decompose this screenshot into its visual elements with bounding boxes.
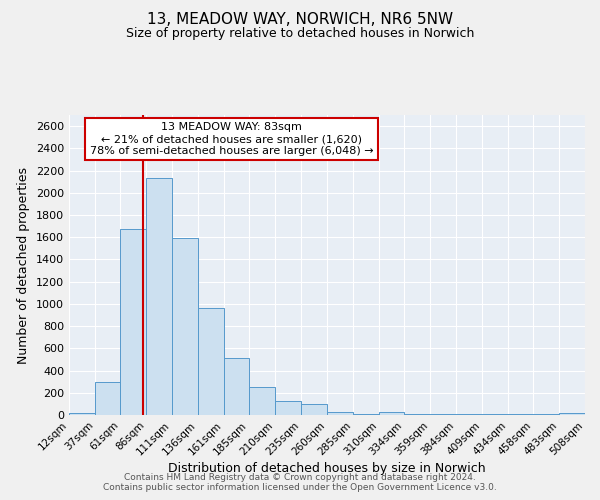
Bar — [508, 414, 533, 415]
Bar — [249, 387, 275, 415]
Text: 13, MEADOW WAY, NORWICH, NR6 5NW: 13, MEADOW WAY, NORWICH, NR6 5NW — [147, 12, 453, 28]
Bar — [559, 413, 585, 415]
Bar — [456, 414, 482, 415]
Text: 13 MEADOW WAY: 83sqm
← 21% of detached houses are smaller (1,620)
78% of semi-de: 13 MEADOW WAY: 83sqm ← 21% of detached h… — [90, 122, 373, 156]
Bar — [533, 414, 559, 415]
Bar — [198, 308, 224, 415]
Bar — [430, 414, 456, 415]
Text: Size of property relative to detached houses in Norwich: Size of property relative to detached ho… — [126, 28, 474, 40]
Bar — [95, 382, 120, 415]
Bar — [379, 412, 404, 415]
Bar — [146, 178, 172, 415]
Bar — [327, 412, 353, 415]
Bar — [172, 238, 198, 415]
Bar — [482, 414, 508, 415]
Bar — [404, 414, 430, 415]
Bar — [224, 358, 249, 415]
Bar — [120, 230, 146, 415]
Y-axis label: Number of detached properties: Number of detached properties — [17, 166, 31, 364]
Text: Contains HM Land Registry data © Crown copyright and database right 2024.: Contains HM Land Registry data © Crown c… — [124, 472, 476, 482]
X-axis label: Distribution of detached houses by size in Norwich: Distribution of detached houses by size … — [168, 462, 486, 475]
Bar — [353, 414, 379, 415]
Bar — [301, 404, 327, 415]
Text: Contains public sector information licensed under the Open Government Licence v3: Contains public sector information licen… — [103, 484, 497, 492]
Bar — [69, 413, 95, 415]
Bar — [275, 401, 301, 415]
